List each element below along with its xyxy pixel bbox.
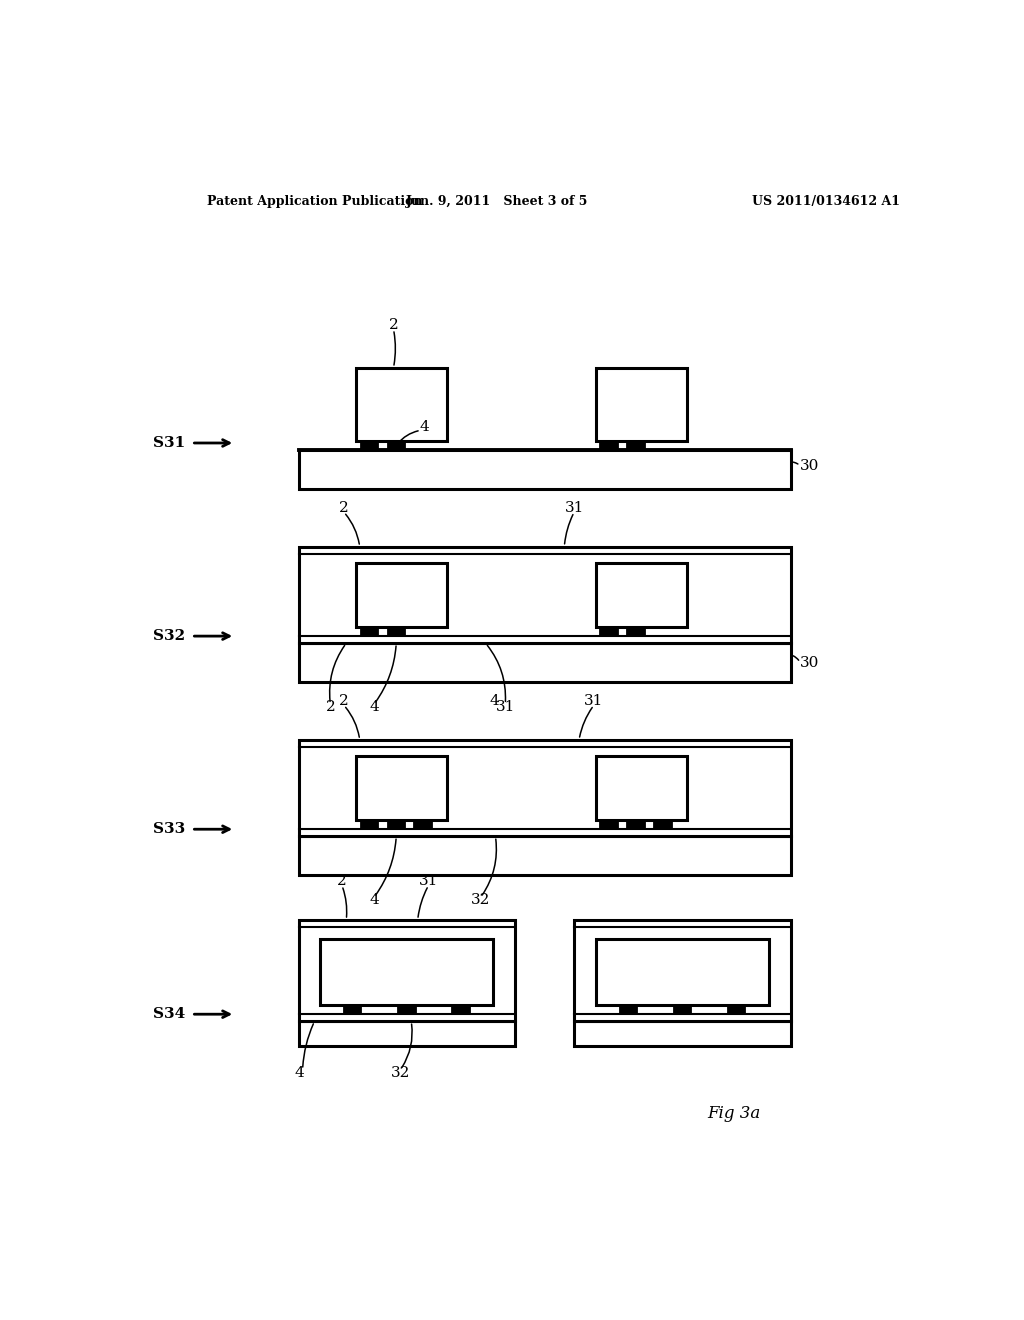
Bar (355, 368, 447, 441)
Bar (387, 627, 404, 636)
Text: 31: 31 (496, 700, 515, 714)
Bar (627, 627, 645, 636)
Text: 31: 31 (419, 874, 438, 888)
Bar (574, 1022, 791, 1047)
Text: 2: 2 (339, 502, 349, 515)
Bar (453, 1005, 470, 1014)
Text: 30: 30 (800, 656, 819, 669)
Text: Patent Application Publication: Patent Application Publication (207, 194, 423, 207)
Bar (387, 820, 404, 829)
Bar (360, 441, 378, 450)
Bar (299, 450, 791, 488)
Bar (596, 368, 687, 441)
Text: S31: S31 (153, 436, 185, 450)
Text: 4: 4 (369, 894, 379, 907)
Bar (574, 920, 791, 1022)
Bar (299, 546, 791, 643)
Bar (398, 1005, 416, 1014)
Text: 4: 4 (489, 694, 500, 708)
Bar (355, 562, 447, 627)
Text: 31: 31 (584, 694, 603, 708)
Text: 4: 4 (295, 1065, 304, 1080)
Bar (299, 739, 791, 837)
Text: S32: S32 (153, 630, 185, 643)
Text: 2: 2 (339, 694, 349, 708)
Text: S34: S34 (153, 1007, 185, 1022)
Bar (674, 1005, 691, 1014)
Bar (596, 755, 687, 820)
Text: 4: 4 (420, 420, 430, 434)
Bar (387, 441, 404, 450)
Text: 32: 32 (471, 894, 490, 907)
Text: 2: 2 (326, 700, 335, 714)
Bar (600, 441, 617, 450)
Text: 31: 31 (564, 502, 584, 515)
Bar (299, 920, 515, 1022)
Bar (654, 820, 672, 829)
Bar (627, 441, 645, 450)
Text: US 2011/0134612 A1: US 2011/0134612 A1 (753, 194, 900, 207)
Text: Fig 3a: Fig 3a (708, 1105, 761, 1122)
Bar (627, 820, 645, 829)
Bar (728, 1005, 745, 1014)
Bar (360, 820, 378, 829)
Bar (299, 643, 791, 682)
Bar (620, 1005, 637, 1014)
Bar (600, 820, 617, 829)
Bar (321, 940, 494, 1005)
Text: 30: 30 (800, 458, 819, 473)
Text: Jun. 9, 2011   Sheet 3 of 5: Jun. 9, 2011 Sheet 3 of 5 (406, 194, 588, 207)
Text: 32: 32 (391, 1065, 410, 1080)
Bar (360, 627, 378, 636)
Bar (600, 627, 617, 636)
Bar (344, 1005, 361, 1014)
Bar (355, 755, 447, 820)
Bar (299, 1022, 515, 1047)
Bar (299, 837, 791, 875)
Bar (596, 940, 769, 1005)
Bar (415, 820, 432, 829)
Text: 2: 2 (337, 874, 347, 888)
Text: S33: S33 (153, 822, 185, 837)
Text: 4: 4 (369, 700, 379, 714)
Bar (596, 562, 687, 627)
Text: 2: 2 (388, 318, 398, 333)
